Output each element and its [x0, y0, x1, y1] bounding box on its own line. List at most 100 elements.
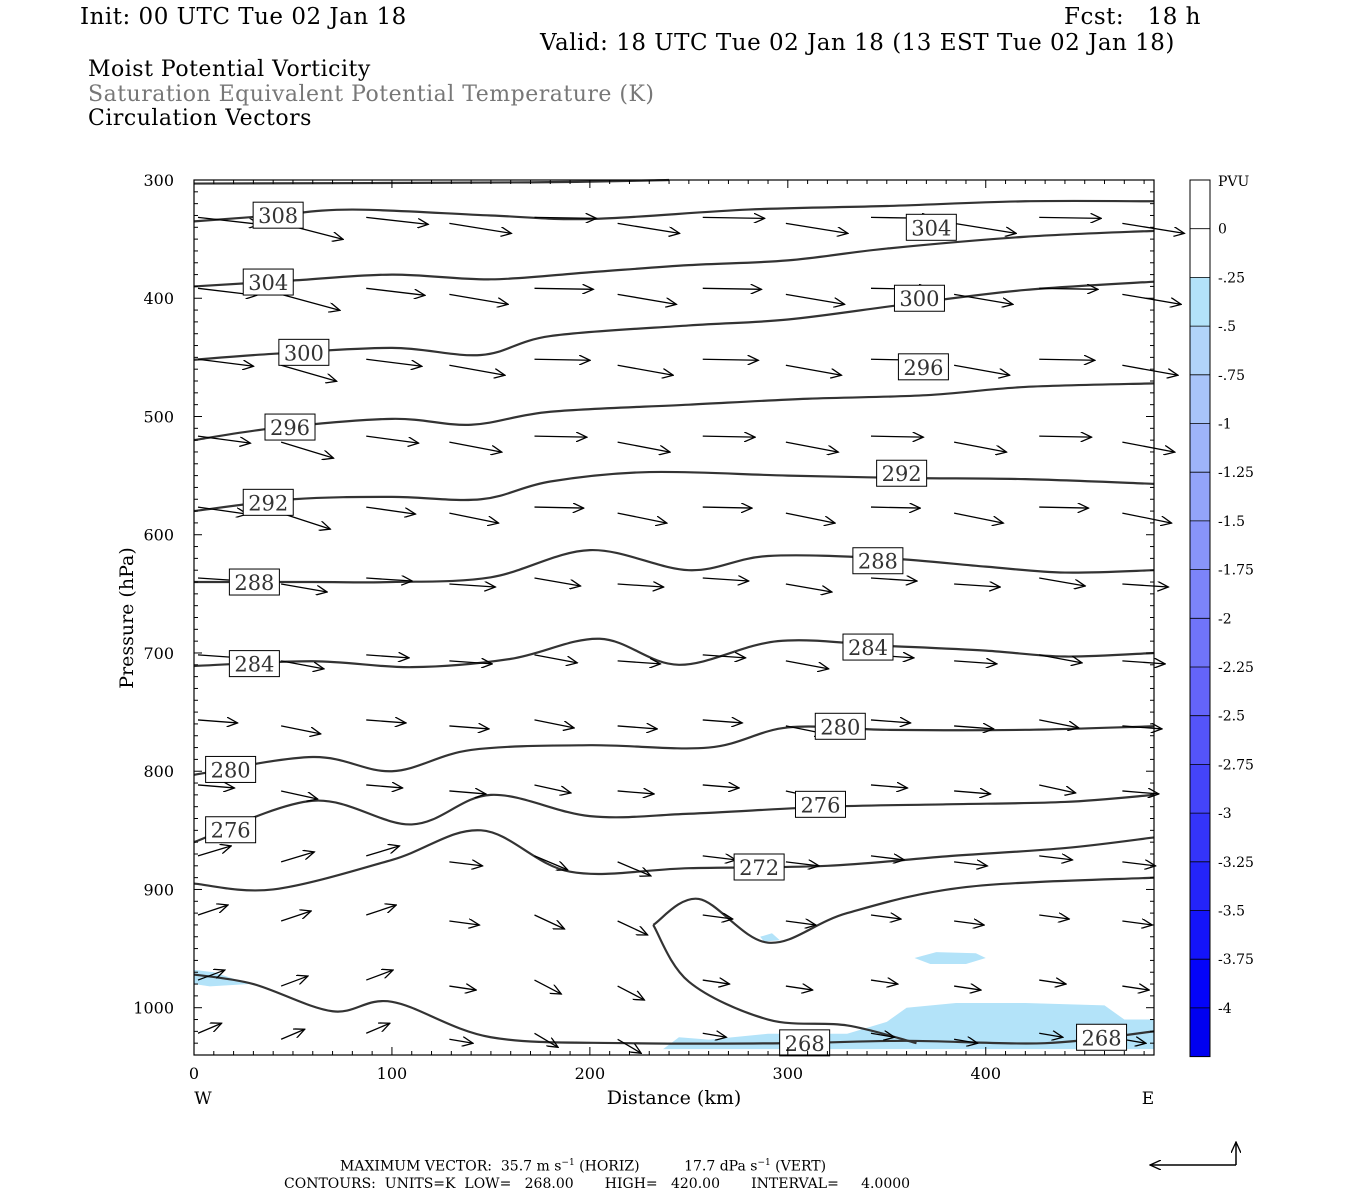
valid-time: Valid: 18 UTC Tue 02 Jan 18 (13 EST Tue …	[540, 30, 1175, 56]
circulation-vector-52	[534, 507, 583, 508]
contour-line-308	[193, 199, 1155, 223]
contour-label-box-8	[205, 816, 257, 844]
circulation-vector-57	[953, 512, 1003, 523]
contour-label-14: 292	[882, 462, 922, 486]
circulation-vector-137	[617, 985, 645, 1000]
colorbar-swatch-13	[1190, 813, 1210, 862]
circulation-vector-30	[702, 359, 759, 360]
circulation-vector-14	[366, 287, 425, 295]
circulation-vector-150	[702, 1033, 727, 1037]
circulation-vector-77	[617, 661, 661, 664]
circulation-vector-149	[617, 1038, 642, 1053]
circulation-vector-39	[449, 441, 501, 452]
circulation-vector-24	[197, 358, 254, 366]
contour-label-12: 300	[899, 287, 939, 311]
colorbar-label-10: -2.5	[1218, 709, 1245, 725]
circulation-vector-98	[366, 785, 402, 788]
colorbar-label-16: -4	[1218, 1001, 1232, 1017]
contour-line-272-fold	[652, 876, 1155, 944]
contour-labels: 308 304 300 296 292 288 284 280 276 272 268 304 300 2…	[205, 201, 1128, 1057]
contour-label-10: 268	[785, 1032, 825, 1056]
pv-region-3	[914, 952, 986, 964]
contour-label-box-12	[893, 284, 945, 312]
contour-label-6: 284	[234, 653, 274, 677]
field-title-theta: Saturation Equivalent Potential Temperat…	[88, 82, 655, 107]
colorbar-swatch-7	[1190, 520, 1210, 570]
circulation-vector-135	[449, 986, 476, 990]
contour-label-8: 276	[211, 819, 251, 843]
circulation-vector-64	[534, 577, 580, 586]
x-axis-label: Distance (km)	[607, 1087, 742, 1109]
y-tick-label-400: 400	[143, 289, 174, 308]
y-tick-label-600: 600	[143, 526, 174, 545]
circulation-vectors	[197, 216, 1184, 1053]
circulation-vector-106	[1039, 784, 1075, 793]
contour-line-280	[193, 725, 1155, 776]
circulation-vector-113	[617, 861, 651, 876]
circulation-vector-61	[281, 583, 327, 592]
circulation-vector-122	[366, 905, 396, 916]
colorbar-swatch-3	[1190, 326, 1210, 375]
colorbar-label-9: -2.25	[1218, 660, 1254, 676]
colorbar-label-7: -1.75	[1218, 563, 1254, 579]
circulation-vector-107	[1122, 791, 1158, 794]
y-tick-label-300: 300	[143, 171, 174, 190]
colorbar-swatch-10	[1190, 667, 1210, 716]
contour-line-312	[193, 178, 670, 185]
contour-label-box-15	[852, 547, 904, 575]
circulation-vector-75	[449, 661, 492, 664]
contour-label-box-16	[842, 633, 894, 661]
circulation-vector-67	[785, 583, 832, 592]
colorbar-unit: PVU	[1218, 174, 1250, 190]
contour-info: CONTOURS: UNITS=K LOW= 268.00 HIGH= 420.…	[284, 1176, 911, 1192]
contour-label-box-1	[242, 268, 294, 296]
colorbar-label-4: -1	[1218, 417, 1232, 433]
colorbar-label-13: -3.25	[1218, 855, 1254, 871]
circulation-vector-82	[1039, 654, 1082, 663]
circulation-vector-102	[702, 785, 739, 788]
circulation-vector-59	[1122, 512, 1171, 523]
circulation-vector-34	[1039, 359, 1095, 360]
contour-label-3: 296	[270, 416, 310, 440]
contour-label-box-7	[205, 755, 257, 783]
circulation-vector-42	[702, 436, 755, 437]
circulation-vector-71	[1122, 584, 1168, 587]
contour-line-272	[193, 829, 1155, 892]
circulation-vector-81	[954, 661, 997, 664]
circulation-vector-55	[785, 512, 835, 523]
circulation-vector-143	[1122, 986, 1149, 990]
circulation-vector-69	[954, 584, 1000, 587]
circulation-vector-27	[449, 364, 505, 375]
circulation-vector-84	[197, 720, 238, 723]
colorbar-swatch-8	[1190, 569, 1210, 619]
contour-label-5: 288	[234, 571, 274, 595]
colorbar-swatch-4	[1190, 374, 1210, 424]
contour-line-292	[193, 470, 1155, 513]
circulation-vector-89	[617, 726, 658, 729]
field-title-vectors: Circulation Vectors	[88, 106, 312, 131]
circulation-vector-109	[280, 852, 314, 863]
circulation-vector-31	[785, 364, 842, 375]
contour-label-17: 280	[820, 715, 860, 739]
colorbar-swatch-1	[1190, 228, 1210, 278]
contour-label-15: 288	[858, 550, 898, 574]
circulation-vector-22	[1039, 288, 1098, 289]
circulation-vector-146	[365, 1023, 390, 1034]
x-tick-label-100: 100	[377, 1064, 408, 1083]
circulation-vector-2	[366, 216, 428, 224]
circulation-vector-100	[534, 784, 570, 793]
contour-label-16: 284	[848, 636, 888, 660]
contour-label-box-9	[733, 853, 785, 881]
colorbar-label-15: -3.75	[1218, 952, 1254, 968]
circulation-vector-152	[870, 1033, 895, 1037]
colorbar-label-14: -3.5	[1218, 904, 1245, 920]
circulation-vector-94	[1039, 719, 1079, 728]
init-time: Init: 00 UTC Tue 02 Jan 18	[80, 4, 407, 30]
contour-label-11: 304	[911, 216, 951, 240]
circulation-vector-99	[449, 791, 485, 794]
circulation-vector-97	[280, 790, 317, 799]
circulation-vector-16	[534, 288, 593, 289]
circulation-vector-5	[617, 222, 680, 233]
circulation-vector-74	[366, 655, 409, 658]
contour-label-1: 304	[248, 271, 288, 295]
